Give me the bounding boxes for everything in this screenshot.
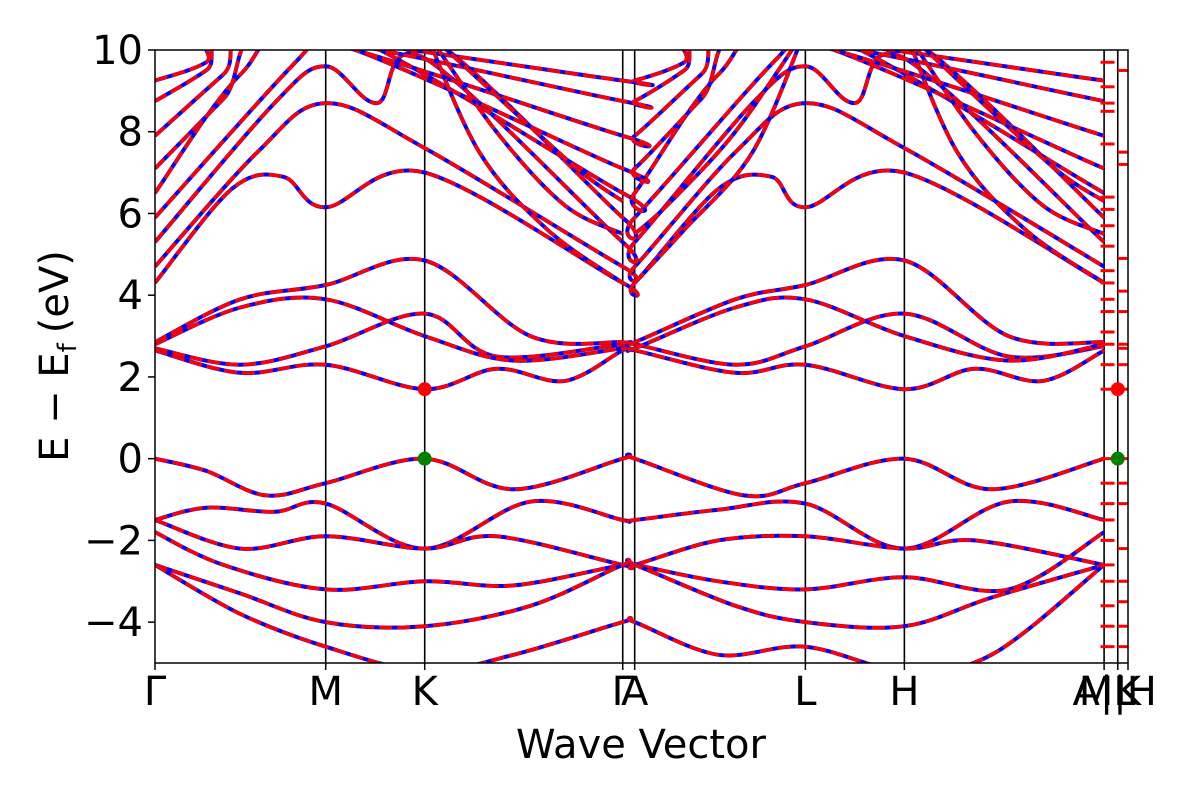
x-tick-label-7: A|L bbox=[1073, 669, 1137, 715]
marker-CBM-2 bbox=[1110, 382, 1125, 397]
tail-segment-marks bbox=[1100, 60, 1128, 649]
band-line-dashed-c15 bbox=[436, 50, 624, 236]
x-axis-ticks: Γ M K ΓA L H A|LM|HK bbox=[144, 663, 1157, 715]
band-line-dashed-c12 bbox=[155, 50, 1105, 110]
band-line-dashed-c14 bbox=[431, 50, 624, 285]
band-line-dashed-c21 bbox=[923, 50, 1106, 203]
y-tick-label-4: 4 bbox=[118, 273, 143, 319]
band-line-c11 bbox=[155, 50, 1105, 149]
marker-VBM-3 bbox=[1110, 451, 1125, 466]
y-tick-label-7: 10 bbox=[92, 28, 143, 74]
x-tick-label-4: A bbox=[621, 669, 649, 715]
band-line-dashed-v5 bbox=[155, 558, 1105, 630]
band-line-dashed-c7 bbox=[155, 51, 1106, 264]
y-axis-title: E − Ef (eV) bbox=[32, 250, 83, 462]
y-axis-title-prefix: E − E bbox=[32, 352, 78, 462]
y-tick-label-5: 6 bbox=[118, 191, 143, 237]
band-line-dashed-c17 bbox=[633, 50, 800, 285]
band-line-dashed-c8 bbox=[155, 50, 1106, 241]
band-line-dashed-c4 bbox=[155, 257, 1105, 348]
band-line-dashed-c5 bbox=[155, 168, 1105, 298]
plot-frame bbox=[154, 49, 1129, 664]
y-axis-title-subscript: f bbox=[53, 342, 83, 352]
x-tick-label-1: M bbox=[308, 669, 343, 715]
band-line-dashed-v6 bbox=[155, 563, 1106, 663]
band-edge-markers bbox=[417, 382, 1125, 466]
y-tick-label-1: −2 bbox=[84, 518, 143, 564]
band-line-dashed-c10 bbox=[155, 50, 1105, 184]
x-tick-label-6: H bbox=[889, 669, 919, 715]
band-line-dashed-c9 bbox=[155, 50, 1105, 213]
marker-VBM-1 bbox=[417, 451, 432, 466]
x-axis-title: Wave Vector bbox=[516, 722, 767, 768]
x-tick-label-3: Γ bbox=[612, 669, 635, 715]
x-tick-label-0: Γ bbox=[144, 669, 167, 715]
y-axis-title-unit: (eV) bbox=[32, 250, 78, 333]
band-line-dashed-valence-top bbox=[155, 452, 1105, 499]
x-tick-label-9: K bbox=[1115, 669, 1143, 715]
y-tick-label-3: 2 bbox=[118, 355, 143, 401]
band-lines bbox=[155, 50, 1106, 663]
marker-CBM-0 bbox=[417, 382, 432, 397]
band-line-dashed-c3 bbox=[155, 295, 1105, 363]
y-tick-label-0: −4 bbox=[84, 600, 143, 646]
x-tick-label-2: K bbox=[412, 669, 440, 715]
x-tick-label-8: M|H bbox=[1079, 669, 1157, 715]
y-tick-label-2: 0 bbox=[118, 437, 143, 483]
y-axis-ticks: −4 −2 0 2 4 6 8 10 bbox=[84, 28, 155, 646]
band-line-dashed-c19 bbox=[910, 50, 1106, 285]
band-line-dashed-c16 bbox=[444, 50, 624, 203]
band-line-dashed-v3 bbox=[155, 518, 1105, 570]
x-tick-label-5: L bbox=[794, 669, 817, 715]
band-line-dashed-c18 bbox=[633, 50, 794, 236]
band-line-dashed-c13 bbox=[155, 50, 1105, 87]
y-tick-label-6: 8 bbox=[118, 110, 143, 156]
band-line-dashed-c20 bbox=[915, 50, 1105, 236]
